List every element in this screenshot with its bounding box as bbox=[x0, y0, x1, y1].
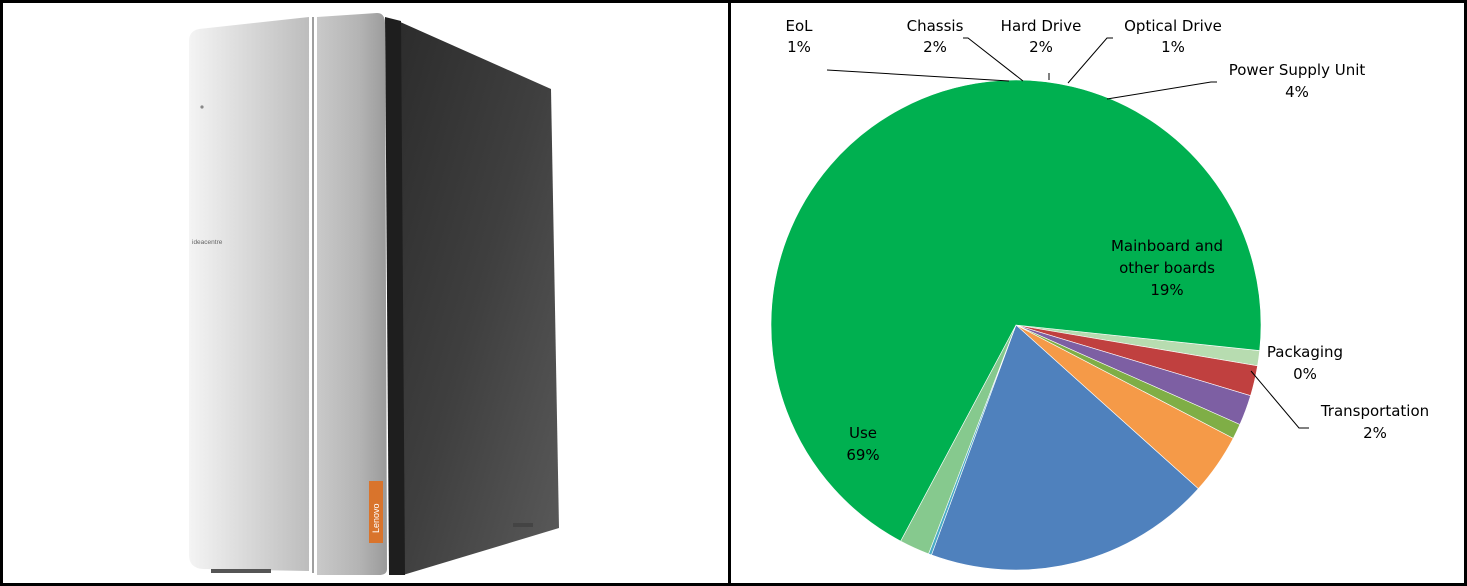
pie-value-label-power-supply-unit: 4% bbox=[1285, 83, 1309, 101]
pie-name-label-mainboard-and-other-boards: Mainboard and bbox=[1111, 237, 1223, 255]
tower-side-panel bbox=[398, 21, 559, 575]
pie-name-label-use: Use bbox=[849, 424, 877, 442]
pie-name-label-chassis: Chassis bbox=[907, 17, 964, 35]
pie-value-label-hard-drive: 2% bbox=[1029, 38, 1053, 56]
pie-value-label-use: 69% bbox=[846, 446, 879, 464]
pie-value-label-transportation: 2% bbox=[1363, 424, 1387, 442]
pie-name-label-optical-drive: Optical Drive bbox=[1124, 17, 1222, 35]
tower-foot bbox=[513, 523, 533, 527]
pie-value-label-packaging: 0% bbox=[1293, 365, 1317, 383]
pie-name-label-eol: EoL bbox=[785, 17, 813, 35]
leader-line-transportation bbox=[1250, 370, 1309, 429]
tower-vent-strip bbox=[385, 17, 405, 575]
leader-line-chassis bbox=[963, 37, 1024, 82]
ideacentre-brand-text: ideacentre bbox=[192, 239, 223, 246]
pie-chart: EoL 1% Chassis 2% Hard Drive 2% Optical Drive 1… bbox=[770, 17, 1429, 571]
pie-value-label-mainboard-and-other-boards: 19% bbox=[1150, 281, 1183, 299]
pie-value-label-chassis: 2% bbox=[923, 38, 947, 56]
pie-value-label-eol: 1% bbox=[787, 38, 811, 56]
product-image-panel: ideacentre Lenovo bbox=[0, 0, 731, 586]
pie-name-label-power-supply-unit: Power Supply Unit bbox=[1229, 61, 1366, 79]
pie-slice-mainboard-and-other-boards bbox=[931, 324, 1199, 571]
lenovo-badge bbox=[369, 481, 383, 543]
tower-front-left-panel bbox=[189, 17, 309, 571]
lenovo-badge-text: Lenovo bbox=[371, 503, 381, 533]
power-indicator-icon bbox=[200, 105, 204, 109]
pie-name-label-mainboard-and-other-boards: other boards bbox=[1119, 259, 1215, 277]
pie-chart-panel: EoL 1% Chassis 2% Hard Drive 2% Optical Drive 1… bbox=[728, 0, 1467, 586]
pie-name-label-transportation: Transportation bbox=[1320, 402, 1429, 420]
tower-front-right-panel bbox=[317, 13, 387, 575]
pie-name-label-hard-drive: Hard Drive bbox=[1001, 17, 1082, 35]
desktop-tower-image: ideacentre Lenovo bbox=[189, 13, 559, 575]
tower-foot bbox=[211, 569, 271, 573]
pie-slice-use bbox=[770, 79, 1262, 542]
leader-line-optical-drive bbox=[1067, 37, 1113, 84]
pie-value-label-optical-drive: 1% bbox=[1161, 38, 1185, 56]
leader-line-eol bbox=[826, 69, 1010, 82]
leader-line-power-supply-unit bbox=[1106, 81, 1217, 100]
pie-name-label-packaging: Packaging bbox=[1267, 343, 1343, 361]
